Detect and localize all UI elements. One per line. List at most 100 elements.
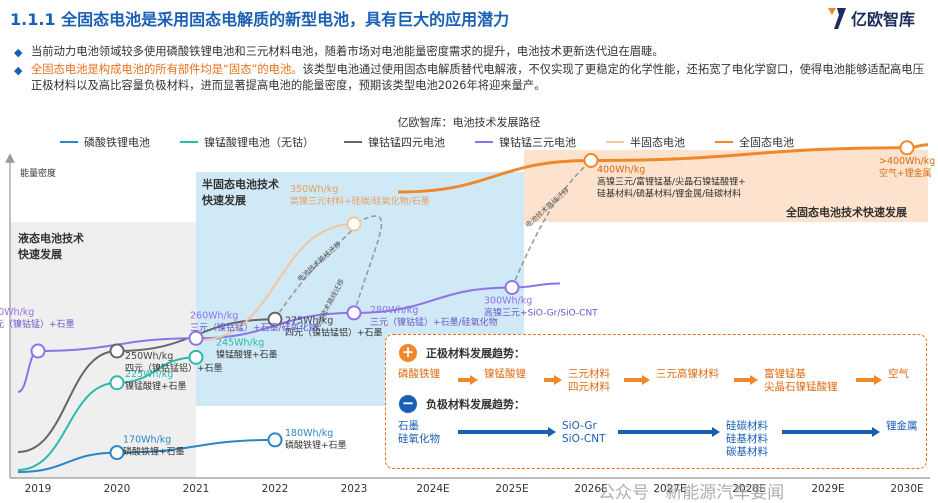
legend-item: 磷酸铁锂电池 bbox=[60, 134, 150, 150]
bullet-1: ◆ 当前动力电池领域较多使用磷酸铁锂电池和三元材料电池，随着市场对电池能量密度需… bbox=[14, 44, 929, 60]
logo-icon bbox=[828, 8, 846, 29]
positive-trend-title: 正极材料发展趋势： bbox=[426, 347, 525, 360]
point-sublabel: 高镍三元+SiO-Gr/SiO-CNT bbox=[484, 307, 598, 319]
x-tick-label: 2030E bbox=[890, 483, 923, 495]
point-sublabel: 高镍三元/富锂锰基/尖晶石镍锰酸锂+ bbox=[597, 176, 746, 188]
point-label: 250Wh/kg bbox=[125, 351, 173, 362]
x-tick-label: 2029E bbox=[811, 483, 844, 495]
trend-stage: 磷酸铁锂 bbox=[398, 368, 440, 380]
data-point bbox=[346, 216, 362, 232]
point-label: 245Wh/kg bbox=[216, 337, 264, 348]
minus-icon: − bbox=[399, 395, 417, 413]
data-point bbox=[899, 140, 915, 156]
diamond-icon: ◆ bbox=[14, 64, 23, 77]
migration-path bbox=[511, 159, 592, 288]
data-point bbox=[583, 153, 599, 168]
point-label: 170Wh/kg bbox=[123, 435, 171, 446]
chart-title: 亿欧智库：电池技术发展路径 bbox=[397, 116, 541, 129]
plus-icon: + bbox=[399, 344, 417, 362]
point-sublabel: 四元（镍钴锰铝）+石墨 bbox=[125, 362, 223, 374]
trend-stage: 空气 bbox=[888, 368, 909, 380]
region-label-liquid: 快速发展 bbox=[17, 247, 63, 261]
point-sublabel: 硅基材料/硫基材料/锂金属/硅碳材料 bbox=[597, 188, 741, 200]
x-tick-label: 2019 bbox=[25, 483, 52, 495]
data-point bbox=[109, 343, 125, 359]
legend-swatch bbox=[475, 140, 493, 144]
legend-item: 镍钴锰三元电池 bbox=[475, 134, 576, 150]
trend-stage: 石墨 硅氧化物 bbox=[398, 420, 440, 445]
data-point bbox=[30, 343, 46, 359]
trend-stage: 富锂锰基 尖晶石镍锰酸锂 bbox=[764, 368, 838, 393]
logo: 亿欧智库 bbox=[826, 4, 915, 32]
migration-path bbox=[353, 215, 383, 314]
trend-arrow bbox=[856, 370, 882, 385]
legend-swatch bbox=[344, 140, 362, 144]
legend-swatch bbox=[715, 140, 733, 144]
point-sublabel: 空气+锂金属 bbox=[879, 167, 932, 179]
y-axis-label: 能量密度 bbox=[20, 167, 56, 179]
point-sublabel: 镍锰酸锂+石墨 bbox=[125, 380, 187, 392]
point-sublabel: 磷酸铁锂+石墨 bbox=[285, 439, 347, 451]
data-point bbox=[267, 311, 283, 327]
point-label: 280Wh/kg bbox=[370, 305, 418, 316]
watermark: 公众号 · 新能源汽车要闻 bbox=[598, 483, 785, 503]
data-point bbox=[109, 445, 125, 461]
legend-item: 镍钴锰四元电池 bbox=[344, 134, 445, 150]
trend-arrow bbox=[734, 370, 758, 385]
legend-item: 镍锰酸锂电池（无钴） bbox=[180, 134, 314, 150]
region-label-liquid: 液态电池技术 bbox=[18, 231, 84, 245]
point-label: 260Wh/kg bbox=[190, 310, 238, 321]
point-sublabel: 三元（镍钴锰）+石墨/硅氧化物 bbox=[190, 321, 318, 333]
legend-label: 镍钴锰四元电池 bbox=[368, 136, 445, 149]
trend-stage: 硅碳材料 硅基材料 碳基材料 bbox=[726, 420, 768, 458]
point-sublabel: 三元（镍钴锰）+石墨 bbox=[0, 318, 75, 330]
trend-stage: 三元材料 四元材料 bbox=[568, 368, 610, 393]
trend-arrow bbox=[544, 370, 562, 385]
x-tick-label: 2027E bbox=[653, 483, 686, 495]
point-label: 300Wh/kg bbox=[484, 296, 532, 307]
point-sublabel: 高镍三元材料+硅碳/硅氧化物/石墨 bbox=[290, 195, 430, 207]
x-tick-label: 2028E bbox=[732, 483, 765, 495]
x-tick-label: 2021 bbox=[183, 483, 210, 495]
legend-item: 全固态电池 bbox=[715, 134, 794, 150]
region-label-semi: 半固态电池技术 bbox=[202, 177, 279, 191]
trend-arrow bbox=[618, 422, 720, 437]
point-label: 250Wh/kg bbox=[0, 307, 34, 318]
legend-swatch bbox=[606, 140, 624, 144]
point-label: >400Wh/kg bbox=[879, 156, 935, 167]
page-title: 1.1.1 全固态电池是采用固态电解质的新型电池，具有巨大的应用潜力 bbox=[10, 10, 510, 29]
bullet-1-text: 当前动力电池领域较多使用磷酸铁锂电池和三元材料电池，随着市场对电池能量密度需求的… bbox=[31, 45, 664, 58]
x-tick-label: 2023 bbox=[341, 483, 368, 495]
legend-swatch bbox=[180, 140, 198, 144]
x-tick-label: 2026E bbox=[574, 483, 607, 495]
data-point bbox=[346, 305, 362, 321]
data-point bbox=[109, 375, 125, 391]
diamond-icon: ◆ bbox=[14, 46, 23, 59]
negative-trend-title: 负极材料发展趋势： bbox=[426, 398, 525, 411]
legend-label: 镍锰酸锂电池（无钴） bbox=[204, 136, 314, 149]
series-line bbox=[17, 438, 276, 473]
legend-label: 磷酸铁锂电池 bbox=[84, 136, 150, 149]
trend-arrow bbox=[782, 422, 880, 437]
legend-item: 半固态电池 bbox=[606, 134, 685, 150]
chart-legend: 磷酸铁锂电池 镍锰酸锂电池（无钴） 镍钴锰四元电池 镍钴锰三元电池 半固态电池 全固态电池 bbox=[60, 134, 794, 150]
trend-stage: 锂金属 bbox=[886, 420, 918, 432]
trend-arrow bbox=[458, 422, 556, 437]
trend-arrow bbox=[458, 370, 478, 385]
region-label-semi: 快速发展 bbox=[201, 193, 247, 207]
logo-text: 亿欧智库 bbox=[851, 10, 916, 29]
x-tick-label: 2025E bbox=[495, 483, 528, 495]
legend-label: 半固态电池 bbox=[630, 136, 685, 149]
point-label: 400Wh/kg bbox=[597, 165, 645, 176]
data-point bbox=[188, 330, 204, 346]
bullet-2-text: 该类型电池通过使用固态电解质替代电解液，不仅实现了更稳定的化学性能，还拓宽了电化… bbox=[31, 63, 924, 92]
x-tick-label: 2022 bbox=[262, 483, 289, 495]
data-point bbox=[188, 349, 204, 365]
point-sublabel: 镍锰酸锂+石墨 bbox=[216, 348, 278, 360]
legend-label: 全固态电池 bbox=[739, 136, 794, 149]
point-sublabel: 磷酸铁锂+石墨 bbox=[123, 446, 185, 458]
trend-stage: 三元高镍材料 bbox=[656, 368, 719, 380]
bullet-2-highlight: 全固态电池是构成电池的所有部件均是“固态”的电池。 bbox=[31, 63, 303, 76]
point-sublabel: 四元（镍钴锰铝）+石墨 bbox=[285, 326, 383, 338]
material-trends-panel: + 正极材料发展趋势： 磷酸铁锂 镍锰酸锂 三元材料 四元材料 三元高镍材料 富锂锰基 尖晶… bbox=[385, 334, 927, 469]
